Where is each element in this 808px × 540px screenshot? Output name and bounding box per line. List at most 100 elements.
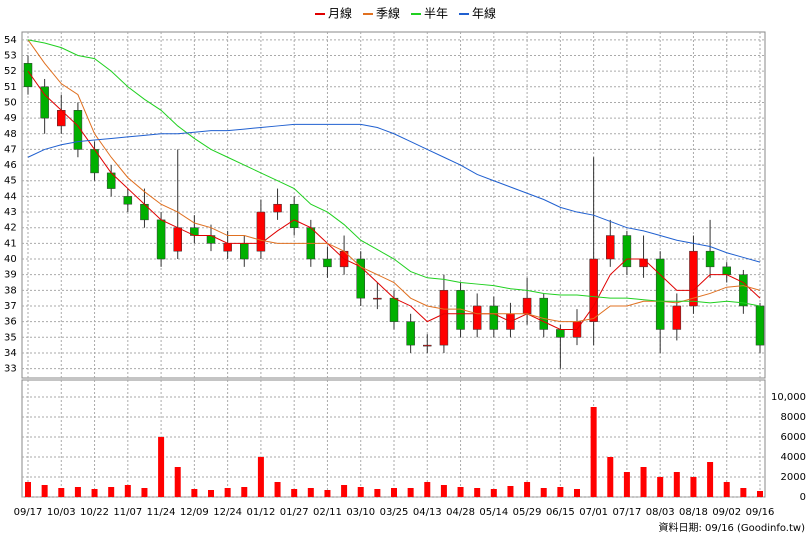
legend-label: 季線	[376, 6, 400, 21]
y-tick-label: 38	[4, 285, 17, 296]
x-tick-label: 05/29	[513, 507, 542, 518]
volume-bar	[407, 488, 414, 497]
volume-bar	[440, 485, 447, 497]
y-tick-label: 41	[4, 238, 17, 249]
candle-body	[472, 305, 482, 330]
candle-body	[722, 266, 731, 275]
volume-bar	[224, 488, 231, 497]
volume-bar	[124, 485, 131, 497]
candle-body	[373, 297, 382, 300]
candle-body	[489, 305, 499, 330]
volume-bar	[208, 490, 214, 497]
volume-bar	[490, 489, 497, 497]
legend-label: 年線	[472, 6, 496, 21]
volume-tick-label: 6000	[781, 432, 806, 443]
y-tick-label: 51	[4, 82, 17, 93]
ma-line	[27, 70, 761, 330]
volume-bar	[158, 437, 165, 497]
y-tick-label: 37	[4, 301, 17, 312]
x-tick-label: 11/24	[147, 507, 176, 518]
legend-label: 半年	[424, 7, 448, 21]
volume-tick-label: 4000	[781, 452, 806, 463]
volume-bar	[607, 457, 614, 497]
x-tick-label: 01/12	[246, 507, 275, 518]
candle-body	[622, 235, 632, 268]
candle-body	[606, 235, 615, 260]
y-tick-label: 42	[4, 223, 17, 234]
y-tick-label: 35	[4, 332, 17, 343]
volume-bar	[307, 488, 314, 497]
y-tick-label: 47	[4, 144, 17, 155]
candle-body	[522, 297, 532, 315]
candle-body	[323, 258, 332, 268]
volume-tick-label: 8000	[781, 412, 806, 423]
ma-line	[27, 123, 761, 263]
candle-body	[655, 258, 665, 330]
x-tick-label: 07/17	[612, 507, 641, 518]
y-tick-label: 50	[4, 97, 17, 108]
volume-bar	[374, 489, 381, 497]
volume-bar	[657, 477, 664, 497]
candle-body	[223, 243, 232, 252]
candle-body	[556, 329, 565, 338]
x-tick-label: 09/02	[712, 507, 741, 518]
volume-bar	[457, 487, 464, 497]
candle-body	[256, 211, 266, 252]
volume-bar	[623, 472, 630, 497]
candle-body	[739, 274, 748, 307]
legend-label: 月線	[328, 6, 352, 21]
volume-bar	[91, 489, 98, 497]
candle-body	[589, 258, 598, 322]
volume-tick-label: 0	[800, 492, 806, 503]
x-tick-label: 12/09	[180, 507, 209, 518]
volume-bar	[690, 477, 697, 497]
candle-body	[123, 196, 133, 205]
x-tick-label: 02/11	[313, 507, 342, 518]
candle-body	[240, 243, 249, 260]
candle-body	[439, 290, 449, 346]
candle-body	[689, 250, 698, 307]
y-tick-label: 34	[4, 348, 17, 359]
ma-line	[27, 39, 761, 307]
candle-body	[40, 86, 49, 119]
candle-body	[705, 250, 715, 268]
volume-bar	[291, 489, 298, 497]
x-tick-label: 07/01	[579, 507, 608, 518]
volume-bar	[507, 486, 514, 497]
volume-bar	[424, 482, 431, 497]
y-tick-label: 44	[4, 191, 17, 202]
x-tick-label: 04/13	[413, 507, 442, 518]
y-tick-label: 48	[4, 129, 17, 140]
candle-body	[173, 227, 182, 252]
volume-bar	[324, 490, 331, 497]
y-tick-label: 39	[4, 270, 17, 281]
y-tick-label: 40	[4, 254, 17, 265]
volume-bar	[673, 472, 680, 497]
x-tick-label: 05/14	[479, 507, 508, 518]
y-tick-label: 46	[4, 160, 17, 171]
volume-bar	[25, 482, 31, 497]
ma-line	[27, 39, 761, 323]
x-tick-label: 03/10	[346, 507, 375, 518]
volume-bar	[257, 457, 264, 497]
volume-bar	[108, 487, 115, 497]
volume-bar	[524, 482, 531, 497]
volume-bar	[191, 489, 198, 497]
source-note: 資料日期: 09/16 (Goodinfo.tw)	[658, 521, 805, 534]
volume-bar	[357, 487, 364, 497]
candle-body	[356, 258, 365, 299]
y-tick-label: 52	[4, 66, 17, 77]
x-tick-label: 01/27	[280, 507, 309, 518]
volume-bar	[557, 487, 564, 497]
candle-body	[23, 63, 33, 88]
x-tick-label: 10/22	[80, 507, 109, 518]
volume-bar	[241, 487, 248, 497]
volume-bar	[141, 488, 148, 497]
x-tick-label: 03/25	[380, 507, 409, 518]
volume-bar	[391, 488, 397, 497]
y-tick-label: 36	[4, 317, 17, 328]
volume-bar	[590, 407, 597, 497]
volume-bar	[341, 485, 348, 497]
x-tick-label: 11/07	[113, 507, 142, 518]
